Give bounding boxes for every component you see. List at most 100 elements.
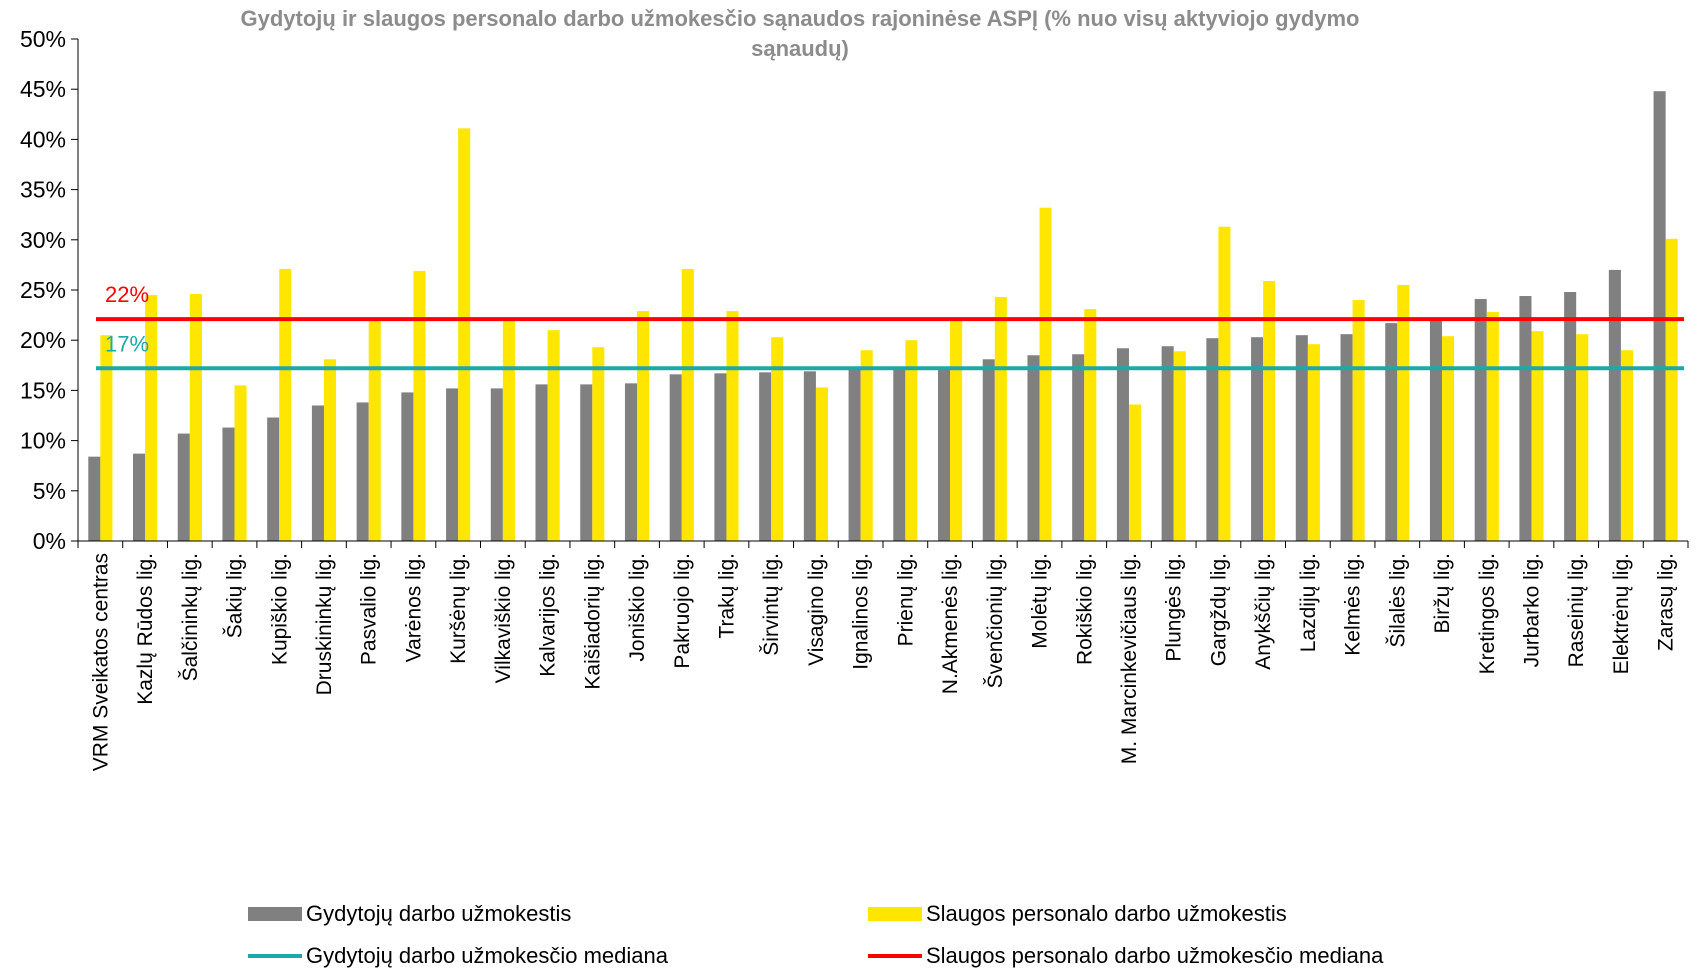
x-tick-label: Zarasų lig.	[1655, 553, 1678, 651]
bar-nursing	[100, 335, 113, 541]
x-tick-label: Anykščių lig.	[1252, 553, 1275, 670]
bar-nursing	[1352, 300, 1365, 541]
bar-physicians	[669, 374, 682, 541]
bar-nursing	[592, 347, 605, 541]
bar-physicians	[624, 383, 638, 541]
bar-physicians	[401, 392, 414, 541]
bar-nursing	[681, 268, 694, 541]
bar-physicians	[88, 456, 101, 541]
x-tick-label: Prienų lig.	[894, 553, 917, 646]
bar-physicians	[267, 417, 280, 541]
x-tick-label: Pasvalio lig.	[358, 553, 381, 665]
legend-physicians-label: Gydytojų darbo užmokestis	[306, 901, 571, 926]
bar-nursing	[1084, 309, 1097, 541]
bar-physicians	[759, 372, 772, 541]
y-tick-label: 45%	[20, 76, 66, 102]
y-tick-label: 10%	[20, 428, 66, 454]
x-tick-label: Vilkaviškio lig.	[492, 553, 515, 683]
x-tick-label: Švenčionių lig.	[984, 553, 1007, 688]
bar-nursing	[368, 318, 381, 541]
bar-nursing	[637, 311, 650, 541]
bar-nursing	[323, 359, 337, 541]
x-tick-label: Širvintų lig.	[760, 553, 783, 656]
y-tick-label: 0%	[33, 528, 66, 554]
x-tick-label: Plungės lig.	[1163, 553, 1186, 662]
bar-physicians	[1161, 346, 1174, 541]
bar-physicians	[982, 359, 995, 541]
x-tick-label: Trakų lig.	[715, 553, 738, 639]
x-tick-label: Kuršėnų lig.	[447, 553, 470, 664]
y-tick-label: 30%	[20, 227, 66, 253]
x-tick-label: VRM Sveikatos centras	[89, 553, 112, 771]
bar-nursing	[1039, 207, 1052, 541]
bar-physicians	[848, 369, 861, 541]
x-tick-label: Šalčininkų lig.	[179, 553, 202, 681]
bar-nursing	[1486, 312, 1499, 541]
bar-physicians	[1429, 320, 1443, 541]
bars-group	[88, 91, 1678, 542]
bar-nursing	[1128, 404, 1142, 541]
bar-physicians	[535, 384, 548, 541]
bar-physicians	[1251, 337, 1264, 541]
bar-nursing	[413, 270, 426, 541]
bar-nursing	[189, 294, 202, 541]
bar-nursing	[950, 319, 963, 541]
bar-physicians	[1519, 296, 1532, 541]
x-tick-label: Molėtų lig.	[1029, 553, 1052, 649]
bar-physicians	[714, 373, 727, 541]
x-tick-label: Kretingos lig.	[1476, 553, 1499, 674]
bar-nursing	[1531, 331, 1544, 541]
bar-physicians	[311, 405, 324, 541]
bar-nursing	[1263, 280, 1276, 541]
x-tick-label: Rokiškio lig.	[1073, 553, 1096, 665]
y-tick-label: 50%	[20, 26, 66, 52]
x-tick-label: Kalvarijos lig.	[537, 553, 560, 677]
bar-nursing	[860, 350, 873, 541]
bar-physicians	[938, 367, 951, 541]
x-tick-label: Elektrėnų lig.	[1610, 553, 1633, 674]
bar-physicians	[1340, 334, 1353, 541]
x-tick-label: Kazlų Rūdos lig.	[134, 553, 157, 705]
median-label-physicians: 17%	[105, 331, 149, 356]
legend: Gydytojų darbo užmokestis Slaugos persona…	[248, 901, 1384, 968]
bar-nursing	[1397, 284, 1410, 541]
bar-nursing	[1442, 336, 1455, 541]
chart-title: Gydytojų ir slaugos personalo darbo užmo…	[240, 6, 1360, 61]
legend-nursing-swatch	[868, 907, 922, 921]
bar-physicians	[356, 402, 369, 541]
bar-nursing	[815, 387, 828, 541]
bar-nursing	[547, 330, 560, 541]
bar-physicians	[1385, 323, 1398, 541]
bar-physicians	[1027, 355, 1040, 541]
bar-physicians	[177, 433, 190, 541]
bar-physicians	[1564, 292, 1577, 541]
bar-physicians	[1072, 354, 1085, 541]
bar-physicians	[446, 388, 459, 541]
bar-physicians	[803, 371, 816, 541]
y-tick-label: 35%	[20, 177, 66, 203]
x-tick-label: M. Marcinkevičiaus lig.	[1118, 553, 1141, 764]
x-tick-label: Ignalinos lig.	[850, 553, 873, 670]
legend-physicians-median-label: Gydytojų darbo užmokesčio mediana	[306, 943, 669, 968]
bar-nursing	[771, 337, 784, 541]
x-tick-label: Kelmės lig.	[1342, 553, 1365, 656]
x-tick-label: Biržų lig.	[1431, 553, 1454, 634]
bar-physicians	[1206, 338, 1219, 541]
bar-nursing	[1620, 350, 1633, 541]
x-tick-label: Pakruojo lig.	[671, 553, 694, 669]
bar-physicians	[580, 384, 593, 541]
x-tick-label: Kaišiadorių lig.	[581, 553, 604, 690]
x-tick-label: Jurbarko lig.	[1520, 553, 1543, 667]
x-tick-label: Šilalės lig.	[1386, 553, 1409, 648]
bar-physicians	[1653, 91, 1666, 541]
x-tick-label: Varėnos lig.	[402, 553, 425, 662]
bar-physicians	[1295, 335, 1308, 541]
y-tick-label: 5%	[33, 478, 66, 504]
bar-nursing	[234, 385, 247, 541]
y-tick-label: 20%	[20, 327, 66, 353]
bar-nursing	[1173, 351, 1186, 541]
legend-nursing-median-label: Slaugos personalo darbo užmokesčio media…	[926, 943, 1384, 968]
y-tick-label: 25%	[20, 277, 66, 303]
bar-physicians	[893, 368, 906, 541]
bar-nursing	[145, 295, 158, 541]
